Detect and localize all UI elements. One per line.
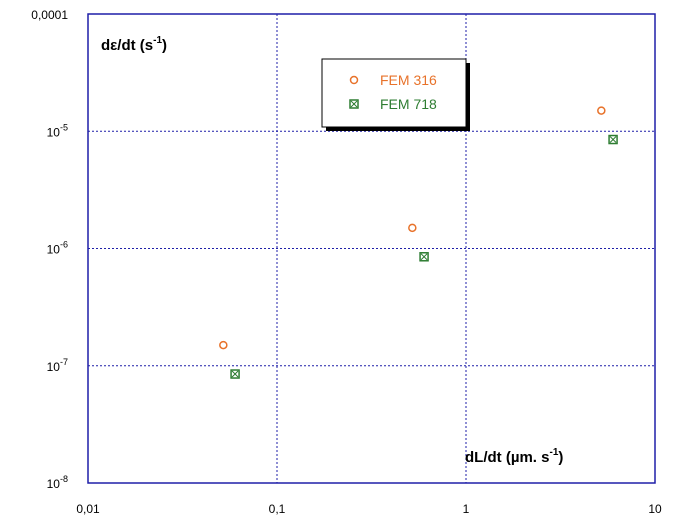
- x-tick-label: 10: [648, 502, 662, 516]
- y-axis-label-sup: -1: [153, 35, 162, 46]
- y-axis-label-text: dε/dt (s: [101, 37, 153, 54]
- legend-entry: FEM 316: [380, 72, 437, 88]
- y-tick-label: 10-6: [47, 240, 68, 257]
- y-tick-label: 0,0001: [31, 8, 68, 22]
- x-axis-label-text: dL/dt (µm. s: [465, 449, 549, 466]
- plot-frame: [87, 13, 656, 484]
- x-axis-label-close: ): [558, 449, 563, 466]
- data-point: [219, 340, 228, 350]
- y-tick-label: 10-7: [47, 357, 68, 374]
- data-points: [219, 106, 618, 379]
- data-point: [608, 134, 618, 145]
- x-tick-label: 0,01: [76, 502, 100, 516]
- y-tick-label: 10-8: [47, 474, 68, 491]
- data-point: [230, 369, 240, 379]
- x-tick-label: 0,1: [269, 502, 286, 516]
- legend-entry: FEM 718: [380, 96, 437, 112]
- y-tick-labels: 0,0001 10-5 10-6 10-7 10-8: [31, 8, 68, 491]
- data-point: [597, 106, 606, 115]
- legend-box: [321, 58, 467, 128]
- x-axis-label: dL/dt (µm. s-1): [465, 447, 563, 466]
- legend: FEM 316 FEM 718: [321, 58, 470, 131]
- y-axis-label: dε/dt (s-1): [101, 35, 167, 54]
- x-axis-label-sup: -1: [549, 447, 558, 458]
- y-tick-label: 10-5: [47, 122, 68, 139]
- grid-lines: [88, 14, 655, 483]
- data-point: [349, 99, 359, 109]
- y-axis-label-close: ): [162, 37, 167, 54]
- x-tick-label: 1: [463, 502, 470, 516]
- x-tick-labels: 0,01 0,1 1 10: [76, 502, 662, 516]
- data-point: [419, 252, 429, 262]
- data-point: [349, 75, 359, 85]
- data-point: [408, 223, 417, 233]
